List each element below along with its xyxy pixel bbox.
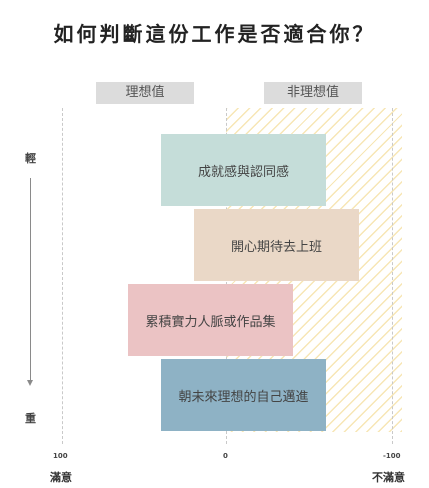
arrow-down-icon xyxy=(27,380,33,386)
tick-left: 100 xyxy=(53,452,68,460)
unsatisfied-label: 不滿意 xyxy=(372,471,405,484)
bar-2: 開心期待去上班 xyxy=(194,209,359,281)
bar-4: 朝未來理想的自己邁進 xyxy=(161,359,326,431)
bar-1: 成就感與認同感 xyxy=(161,134,326,206)
gridline-left xyxy=(62,108,63,444)
non-ideal-header: 非理想值 xyxy=(264,82,362,104)
arrow-down-line xyxy=(30,178,31,380)
tick-right: -100 xyxy=(383,452,401,460)
ideal-header: 理想值 xyxy=(96,82,194,104)
gridline-right xyxy=(392,108,393,444)
bar-3: 累積實力人脈或作品集 xyxy=(128,284,293,356)
side-label-bottom: 重 xyxy=(25,412,36,425)
page-title: 如何判斷這份工作是否適合你？ xyxy=(53,22,376,46)
tick-center: 0 xyxy=(223,452,228,460)
side-label-top: 輕 xyxy=(25,152,36,165)
satisfied-label: 滿意 xyxy=(50,471,72,484)
